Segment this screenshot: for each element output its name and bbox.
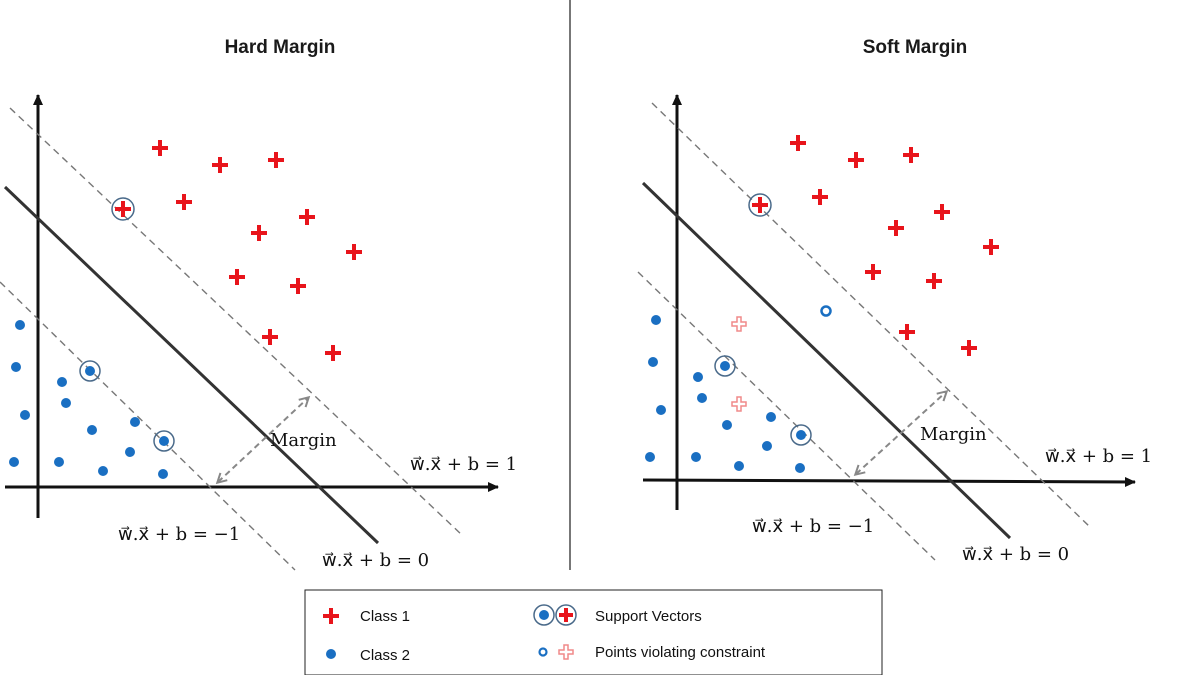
soft-margin-panel: Soft Margin Margin w⃗.x⃗ + b = 1 w⃗.x⃗ +… [637,37,1152,565]
class2-point [11,362,21,372]
class1-point [983,239,999,255]
hard-support-vector-dot [153,430,175,452]
soft-margin-label: Margin [920,424,987,445]
class1-point [262,329,278,345]
soft-eq-negative: w⃗.x⃗ + b = −1 [752,516,874,537]
class2-point [795,463,805,473]
class1-point [934,204,950,220]
class2-point [61,398,71,408]
legend-class1-icon [323,608,339,624]
hard-positive-margin-line [9,107,463,536]
hard-negative-margin-line [0,281,296,571]
class1-point [176,194,192,210]
class1-point [888,220,904,236]
legend-support-dot-icon [533,604,555,626]
class2-point [9,457,19,467]
soft-violating-dot-point [820,305,832,317]
class2-point [648,357,658,367]
class2-point [734,461,744,471]
legend-violating-dot-icon [538,647,548,657]
class2-point [766,412,776,422]
soft-margin-arrow [856,392,946,474]
hard-support-vector-dot [79,360,101,382]
soft-eq-positive: w⃗.x⃗ + b = 1 [1045,446,1152,467]
class1-point [903,147,919,163]
soft-decision-boundary [641,181,1012,540]
legend-support-label: Support Vectors [595,608,702,625]
legend-box [304,589,883,675]
legend-violating-plus-icon [558,644,574,660]
legend-support-plus-icon [555,604,577,626]
soft-x-axis [642,476,1136,487]
class1-point [229,269,245,285]
legend-class1-label: Class 1 [360,608,410,625]
hard-support-vector-plus [111,197,135,221]
soft-support-vector-plus [748,193,772,217]
hard-margin-panel: Hard Margin Margin w⃗.x⃗ + b = 1 w⃗.x⃗ +… [0,37,517,571]
class2-point [158,469,168,479]
hard-eq-negative: w⃗.x⃗ + b = −1 [118,524,240,545]
class1-point [812,189,828,205]
class2-point [57,377,67,387]
hard-margin-label: Margin [270,430,337,451]
class1-point [865,264,881,280]
class2-point [693,372,703,382]
class1-point [961,340,977,356]
soft-violating-plus-point [731,396,747,412]
class2-point [130,417,140,427]
class2-point [15,320,25,330]
soft-margin-title: Soft Margin [863,37,968,58]
soft-negative-margin-line [637,271,936,561]
class2-point [125,447,135,457]
class2-point [691,452,701,462]
class2-point [656,405,666,415]
class2-point [98,466,108,476]
hard-decision-boundary [3,185,380,545]
class2-point [87,425,97,435]
class2-point [651,315,661,325]
soft-violating-plus-point [731,316,747,332]
class2-point [645,452,655,462]
class1-point [299,209,315,225]
class1-point [290,278,306,294]
legend-violating-label: Points violating constraint [595,644,766,661]
soft-positive-margin-line [651,102,1091,528]
legend: Class 1 Class 2 Support Vectors Points v… [304,589,883,675]
class2-point [54,457,64,467]
hard-margin-arrow [218,398,308,482]
class1-point [268,152,284,168]
hard-eq-zero: w⃗.x⃗ + b = 0 [322,550,429,571]
class2-point [762,441,772,451]
class1-point [251,225,267,241]
class1-point [926,273,942,289]
legend-class2-icon [326,649,336,659]
soft-class1-points [790,135,999,356]
legend-class2-label: Class 2 [360,647,410,664]
class1-point [152,140,168,156]
hard-margin-title: Hard Margin [225,37,336,58]
hard-class2-points [9,320,168,479]
hard-class1-points [152,140,362,361]
class1-point [790,135,806,151]
class1-point [346,244,362,260]
soft-eq-zero: w⃗.x⃗ + b = 0 [962,544,1069,565]
class2-point [20,410,30,420]
class1-point [325,345,341,361]
hard-eq-positive: w⃗.x⃗ + b = 1 [410,454,517,475]
soft-support-vector-dot [790,424,812,446]
soft-class2-points [645,315,805,473]
class2-point [722,420,732,430]
class1-point [848,152,864,168]
class1-point [899,324,915,340]
soft-support-vector-dot [714,355,736,377]
class2-point [697,393,707,403]
class1-point [212,157,228,173]
